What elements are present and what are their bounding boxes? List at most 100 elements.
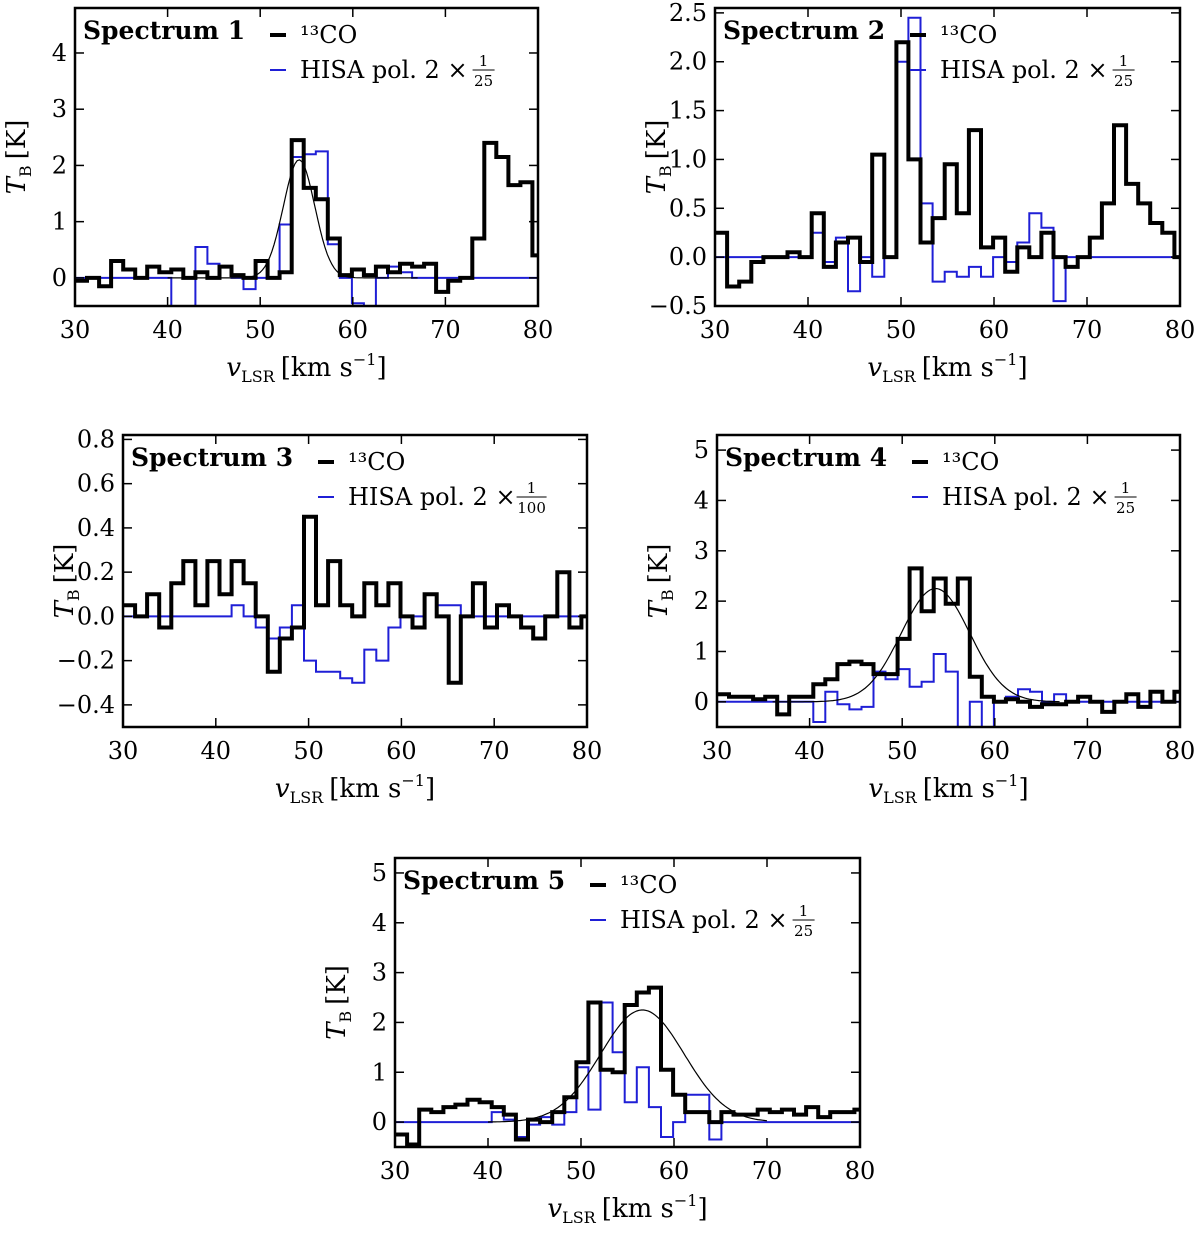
x-axis-close: ] xyxy=(376,353,386,383)
x-tick-label: 70 xyxy=(430,316,461,344)
panel-title: Spectrum 4 xyxy=(725,443,887,472)
y-axis-unit: [K] xyxy=(322,965,352,1005)
plot-frame xyxy=(121,433,589,729)
y-axis-label: TB [K] xyxy=(50,544,83,619)
y-tick-label: 1.0 xyxy=(669,145,707,173)
legend-frac-numerator: 1 xyxy=(479,52,489,70)
legend-co-label: ¹³CO xyxy=(940,21,997,49)
y-tick-label: 2.0 xyxy=(669,48,707,76)
legend-hisa-label: HISA pol. 2 × xyxy=(300,56,468,84)
y-tick-label: 2 xyxy=(52,151,67,179)
legend-co-label: ¹³CO xyxy=(300,21,357,49)
hisa-series-line xyxy=(395,1001,860,1141)
x-tick-label: 60 xyxy=(386,737,417,765)
co-series-line xyxy=(395,985,860,1147)
x-axis-exp: −1 xyxy=(401,771,425,790)
plot-frame xyxy=(713,6,1182,308)
y-axis-var: T xyxy=(50,599,80,618)
legend-frac-denominator: 25 xyxy=(1114,72,1133,90)
x-axis-label: vLSR [km s−1] xyxy=(275,771,435,807)
x-axis-close: ] xyxy=(1018,774,1028,804)
legend-co-label: ¹³CO xyxy=(348,448,405,476)
x-axis-var: v xyxy=(226,353,241,383)
y-tick-label: 4 xyxy=(372,909,387,937)
y-tick-label: 0 xyxy=(52,264,67,292)
x-tick-label: 70 xyxy=(479,737,510,765)
legend-co-text: ¹³CO xyxy=(300,21,357,49)
x-axis-close: ] xyxy=(1017,353,1027,383)
y-axis-var: T xyxy=(322,1021,352,1040)
legend-frac-denominator: 25 xyxy=(794,922,813,940)
x-tick-label: 80 xyxy=(572,737,603,765)
y-axis-unit: [K] xyxy=(644,544,674,584)
panel-title: Spectrum 1 xyxy=(83,16,245,45)
y-axis-var: T xyxy=(644,599,674,618)
y-axis-sub: B xyxy=(64,589,83,601)
x-tick-label: 60 xyxy=(980,737,1011,765)
x-axis-unit: [km s xyxy=(923,774,995,804)
y-axis-unit: [K] xyxy=(50,544,80,584)
x-tick-label: 50 xyxy=(886,316,917,344)
x-tick-label: 30 xyxy=(380,1157,411,1185)
y-axis-label: TB [K] xyxy=(322,965,355,1040)
x-tick-label: 60 xyxy=(338,316,369,344)
x-tick-label: 40 xyxy=(793,316,824,344)
gaussian-fit-line xyxy=(487,1009,768,1123)
gaussian-fit-line xyxy=(167,159,418,279)
co-series-line xyxy=(715,40,1180,289)
y-tick-label: 0.6 xyxy=(77,470,115,498)
y-tick-label: 0.0 xyxy=(77,602,115,630)
x-axis-sub: LSR xyxy=(883,788,918,807)
y-tick-label: 3 xyxy=(372,959,387,987)
plot-area xyxy=(395,985,860,1147)
co-series-line xyxy=(75,138,538,294)
x-axis-label: vLSR [km s−1] xyxy=(226,350,386,386)
legend-frac-numerator: 1 xyxy=(799,902,809,920)
x-tick-label: 40 xyxy=(201,737,232,765)
x-axis-var: v xyxy=(867,353,882,383)
x-axis-var: v xyxy=(275,774,290,804)
y-tick-label: 0 xyxy=(372,1108,387,1136)
y-tick-label: 2 xyxy=(694,587,709,615)
x-axis-unit: [km s xyxy=(329,774,401,804)
y-axis-unit: [K] xyxy=(2,120,32,160)
legend-co-text: ¹³CO xyxy=(942,448,999,476)
x-axis-exp: −1 xyxy=(994,350,1018,369)
panel-spectrum-1: 30 40 50 60 70 80 0 1 2 3 4 vLSR [km s−1] TB [K] Spectr… xyxy=(2,6,554,386)
y-tick-label: 2.5 xyxy=(669,0,707,27)
legend-co-text: ¹³CO xyxy=(940,21,997,49)
y-axis-sub: B xyxy=(656,165,675,177)
legend-co-label: ¹³CO xyxy=(942,448,999,476)
x-axis-close: ] xyxy=(425,774,435,804)
hisa-series-line xyxy=(717,653,1180,727)
panel-title: Spectrum 2 xyxy=(723,16,885,45)
gaussian-fit-line xyxy=(772,588,1060,703)
x-tick-label: 50 xyxy=(887,737,918,765)
panel-spectrum-3: 30 40 50 60 70 80−0.4−0.20.00.20.40.60.8vLSR[… xyxy=(50,425,602,807)
x-tick-label: 70 xyxy=(1072,737,1103,765)
x-axis-close: ] xyxy=(697,1194,707,1224)
legend-frac-denominator: 25 xyxy=(474,72,493,90)
plot-frame xyxy=(393,856,862,1149)
x-axis-unit: [km s xyxy=(922,353,994,383)
x-tick-label: 70 xyxy=(752,1157,783,1185)
y-axis-label: TB [K] xyxy=(2,120,35,195)
plot-area xyxy=(717,566,1180,727)
hisa-series-line xyxy=(123,593,587,684)
y-tick-label: 1 xyxy=(694,637,709,665)
y-axis-unit: [K] xyxy=(642,120,672,160)
y-tick-label: 0.5 xyxy=(669,194,707,222)
y-axis-sub: B xyxy=(336,1011,355,1023)
plot-frame xyxy=(715,433,1182,729)
y-tick-label: 1.5 xyxy=(669,97,707,125)
y-tick-label: 5 xyxy=(372,859,387,887)
y-tick-label: 4 xyxy=(52,39,67,67)
x-axis-label: vLSR [km s−1] xyxy=(867,350,1027,386)
x-tick-label: 80 xyxy=(523,316,554,344)
x-tick-label: 50 xyxy=(566,1157,597,1185)
y-tick-label: −0.4 xyxy=(57,691,115,719)
y-tick-label: 3 xyxy=(52,95,67,123)
x-axis-exp: −1 xyxy=(995,771,1019,790)
y-axis-label: TB [K] xyxy=(642,120,675,195)
x-tick-label: 80 xyxy=(1165,316,1196,344)
